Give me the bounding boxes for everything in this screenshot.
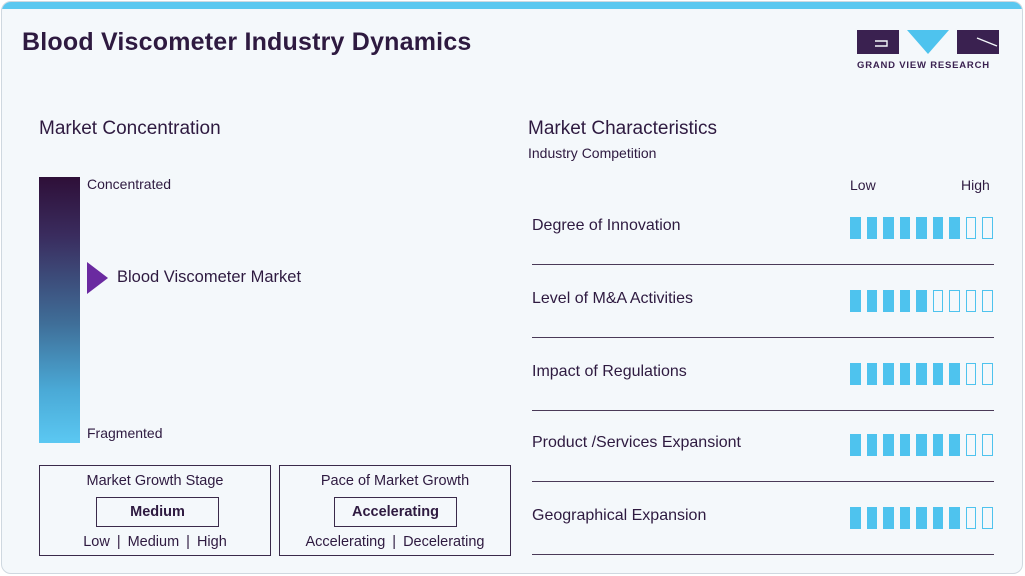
meter-segment-filled [850, 290, 861, 312]
meter-segment-empty [965, 507, 976, 529]
meter-segment-empty [982, 290, 993, 312]
industry-competition-subheading: Industry Competition [528, 145, 657, 161]
meter-segment-filled [866, 363, 877, 385]
row-divider [532, 481, 994, 482]
characteristic-label: Level of M&A Activities [532, 290, 693, 307]
meter-segment-filled [899, 363, 910, 385]
characteristic-meter [850, 363, 993, 385]
characteristic-meter [850, 290, 993, 312]
growth-pace-title: Pace of Market Growth [320, 473, 470, 489]
logo-tile-g [857, 30, 899, 54]
meter-segment-empty [965, 217, 976, 239]
meter-segment-filled [850, 434, 861, 456]
meter-segment-filled [866, 507, 877, 529]
scale-separator: | [116, 534, 121, 550]
growth-stage-title: Market Growth Stage [86, 473, 224, 489]
meter-segment-filled [899, 434, 910, 456]
scale-low: Low [83, 534, 110, 550]
meter-segment-filled [916, 363, 927, 385]
meter-segment-filled [932, 217, 943, 239]
meter-segment-empty [965, 434, 976, 456]
concentrated-label: Concentrated [87, 176, 172, 192]
meter-segment-filled [899, 290, 910, 312]
meter-segment-filled [866, 217, 877, 239]
growth-stage-value: Medium [96, 497, 219, 527]
meter-segment-filled [850, 507, 861, 529]
market-concentration-heading: Market Concentration [39, 118, 221, 139]
meter-segment-empty [982, 363, 993, 385]
meter-segment-filled [932, 434, 943, 456]
meter-segment-filled [932, 507, 943, 529]
meter-segment-empty [982, 434, 993, 456]
meter-segment-filled [899, 217, 910, 239]
logo-tile-v [907, 30, 949, 54]
scale-decelerating: Decelerating [403, 534, 485, 550]
meter-segment-filled [850, 363, 861, 385]
logo-text: GRAND VIEW RESEARCH [857, 60, 990, 71]
page-title: Blood Viscometer Industry Dynamics [22, 28, 472, 56]
meter-segment-filled [883, 363, 894, 385]
characteristic-meter [850, 217, 993, 239]
growth-stage-scale: Low | Medium | High [40, 534, 270, 550]
meter-segment-empty [982, 507, 993, 529]
meter-segment-filled [916, 507, 927, 529]
grand-view-research-logo: GRAND VIEW RESEARCH [857, 30, 999, 72]
meter-segment-empty [965, 363, 976, 385]
meter-segment-filled [949, 434, 960, 456]
meter-segment-empty [932, 290, 943, 312]
meter-segment-filled [866, 434, 877, 456]
meter-segment-filled [850, 217, 861, 239]
meter-segment-empty [982, 217, 993, 239]
row-divider [532, 410, 994, 411]
growth-stage-box: Market Growth Stage Medium Low | Medium | Hi… [39, 465, 271, 556]
scale-separator: | [392, 534, 397, 550]
meter-segment-filled [899, 507, 910, 529]
meter-segment-filled [916, 290, 927, 312]
meter-segment-filled [916, 217, 927, 239]
meter-segment-filled [883, 217, 894, 239]
characteristic-row: Impact of Regulations [532, 336, 994, 411]
meter-segment-filled [916, 434, 927, 456]
characteristic-label: Impact of Regulations [532, 363, 687, 380]
characteristic-label: Geographical Expansion [532, 507, 707, 524]
growth-pace-box: Pace of Market Growth Accelerating Accel… [279, 465, 511, 556]
characteristic-label: Degree of Innovation [532, 217, 681, 234]
scale-separator: | [186, 534, 190, 550]
row-divider [532, 264, 994, 265]
growth-pace-scale: Accelerating | Decelerating [280, 534, 510, 550]
market-marker-arrow-icon [87, 262, 108, 295]
characteristic-label: Product /Services Expansiont [532, 434, 741, 451]
logo-tile-r [957, 30, 999, 54]
characteristic-row: Product /Services Expansiont [532, 407, 994, 482]
scale-high-label: High [961, 177, 990, 193]
market-characteristics-heading: Market Characteristics [528, 118, 717, 139]
concentration-gradient-bar [39, 177, 80, 443]
characteristic-row: Level of M&A Activities [532, 263, 994, 338]
meter-segment-filled [932, 363, 943, 385]
meter-segment-empty [949, 290, 960, 312]
characteristic-row: Degree of Innovation [532, 190, 994, 265]
scale-high: High [196, 534, 227, 550]
top-accent-bar [2, 2, 1022, 9]
growth-pace-value: Accelerating [334, 497, 457, 527]
scale-low-label: Low [850, 177, 876, 193]
meter-segment-filled [866, 290, 877, 312]
meter-segment-filled [949, 363, 960, 385]
meter-segment-filled [883, 434, 894, 456]
characteristic-meter [850, 507, 993, 529]
meter-segment-filled [883, 290, 894, 312]
meter-segment-filled [949, 217, 960, 239]
fragmented-label: Fragmented [87, 425, 163, 441]
characteristic-row: Geographical Expansion [532, 480, 994, 555]
meter-segment-filled [949, 507, 960, 529]
row-divider [532, 554, 994, 555]
row-divider [532, 337, 994, 338]
market-marker-label: Blood Viscometer Market [117, 268, 302, 287]
scale-accelerating: Accelerating [305, 534, 386, 550]
meter-segment-filled [883, 507, 894, 529]
scale-medium: Medium [127, 534, 180, 550]
characteristic-meter [850, 434, 993, 456]
meter-segment-empty [965, 290, 976, 312]
